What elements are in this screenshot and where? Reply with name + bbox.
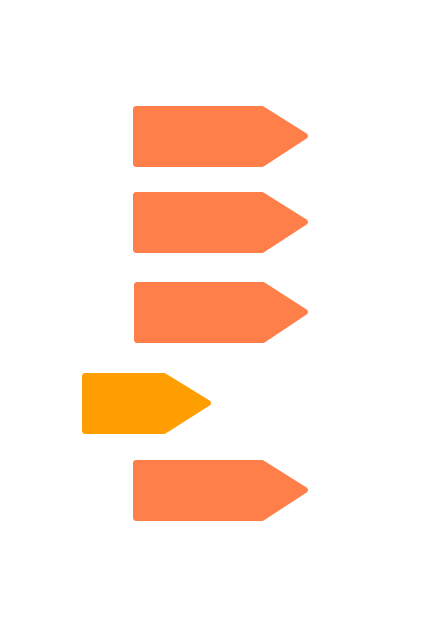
- arrow-tile[interactable]: [134, 282, 308, 343]
- arrow-tile-selected[interactable]: [82, 373, 211, 434]
- arrow-tile[interactable]: [133, 460, 308, 521]
- arrow-tile[interactable]: [133, 106, 308, 167]
- arrow-tile[interactable]: [133, 192, 308, 253]
